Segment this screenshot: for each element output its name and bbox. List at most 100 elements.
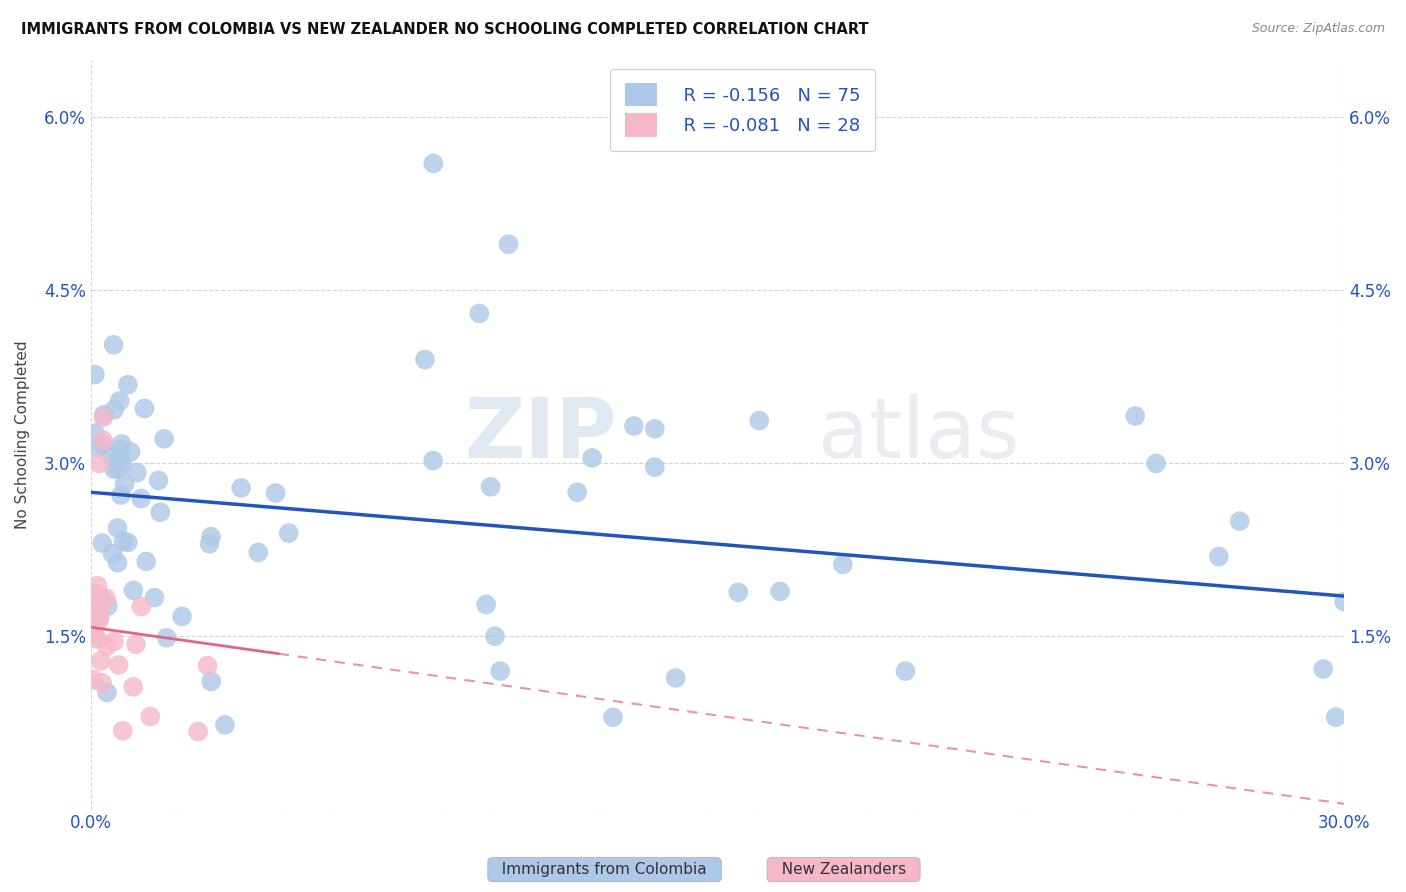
- Point: [91, 410, 114, 425]
- Point: [413, 352, 436, 367]
- Point: [1144, 457, 1167, 471]
- Point: [84, 368, 107, 382]
- Text: Source: ZipAtlas.com: Source: ZipAtlas.com: [1251, 22, 1385, 36]
- Point: [103, 338, 125, 352]
- Point: [125, 637, 148, 651]
- Point: [91, 434, 114, 448]
- Point: [101, 547, 124, 561]
- Point: [422, 156, 444, 170]
- Point: [84, 426, 107, 441]
- Legend:   R = -0.156   N = 75,   R = -0.081   N = 28: R = -0.156 N = 75, R = -0.081 N = 28: [610, 69, 875, 151]
- Point: [107, 556, 129, 570]
- Point: [97, 599, 120, 613]
- Point: [665, 671, 688, 685]
- Point: [107, 521, 129, 535]
- Point: [247, 545, 270, 559]
- Point: [422, 453, 444, 467]
- Text: ZIP: ZIP: [464, 394, 617, 475]
- Point: [1208, 549, 1230, 564]
- Point: [120, 444, 142, 458]
- Point: [156, 631, 179, 645]
- Point: [1324, 710, 1347, 724]
- Point: [114, 477, 136, 491]
- Point: [581, 450, 603, 465]
- Point: [1123, 409, 1146, 423]
- Point: [94, 591, 117, 606]
- Point: [125, 466, 148, 480]
- Point: [117, 535, 139, 549]
- Point: [644, 460, 666, 475]
- Point: [229, 481, 252, 495]
- Point: [86, 632, 108, 646]
- Point: [83, 627, 105, 641]
- Point: [96, 685, 118, 699]
- Point: [110, 437, 132, 451]
- Point: [567, 485, 589, 500]
- Point: [153, 432, 176, 446]
- Point: [623, 419, 645, 434]
- Point: [84, 587, 107, 601]
- Point: [277, 526, 299, 541]
- Point: [129, 491, 152, 506]
- Point: [96, 640, 118, 654]
- Point: [475, 598, 498, 612]
- Point: [103, 402, 125, 417]
- Point: [110, 442, 132, 457]
- Point: [769, 584, 792, 599]
- Point: [831, 558, 853, 572]
- Point: [80, 610, 103, 624]
- Point: [135, 554, 157, 568]
- Point: [112, 534, 135, 549]
- Point: [200, 674, 222, 689]
- Point: [644, 422, 666, 436]
- Point: [82, 610, 104, 624]
- Point: [98, 447, 121, 461]
- Point: [103, 634, 125, 648]
- Point: [122, 583, 145, 598]
- Point: [91, 676, 114, 690]
- Point: [82, 673, 104, 687]
- Point: [170, 609, 193, 624]
- Y-axis label: No Schooling Completed: No Schooling Completed: [15, 340, 30, 529]
- Point: [91, 536, 114, 550]
- Point: [727, 585, 749, 599]
- Point: [748, 413, 770, 427]
- Point: [489, 664, 512, 678]
- Point: [602, 710, 624, 724]
- Point: [143, 591, 166, 605]
- Point: [198, 537, 221, 551]
- Point: [468, 306, 491, 320]
- Point: [122, 680, 145, 694]
- Point: [484, 629, 506, 643]
- Point: [86, 579, 108, 593]
- Point: [84, 599, 107, 613]
- Point: [91, 437, 114, 451]
- Point: [1333, 595, 1355, 609]
- Point: [148, 474, 170, 488]
- Point: [111, 723, 134, 738]
- Point: [103, 462, 125, 476]
- Point: [90, 654, 112, 668]
- Point: [108, 394, 131, 409]
- Point: [87, 614, 110, 628]
- Point: [107, 454, 129, 468]
- Point: [187, 724, 209, 739]
- Point: [93, 408, 115, 422]
- Point: [107, 657, 129, 672]
- Point: [90, 590, 112, 604]
- Text: IMMIGRANTS FROM COLOMBIA VS NEW ZEALANDER NO SCHOOLING COMPLETED CORRELATION CHA: IMMIGRANTS FROM COLOMBIA VS NEW ZEALANDE…: [21, 22, 869, 37]
- Point: [87, 441, 110, 455]
- Point: [87, 457, 110, 471]
- Point: [197, 658, 219, 673]
- Text: atlas: atlas: [818, 394, 1019, 475]
- Point: [479, 480, 502, 494]
- Point: [214, 718, 236, 732]
- Point: [107, 462, 129, 476]
- Point: [129, 599, 152, 614]
- Point: [134, 401, 156, 416]
- Point: [498, 237, 520, 252]
- Text: Immigrants from Colombia: Immigrants from Colombia: [492, 863, 717, 877]
- Point: [117, 377, 139, 392]
- Text: New Zealanders: New Zealanders: [772, 863, 915, 877]
- Point: [1312, 662, 1334, 676]
